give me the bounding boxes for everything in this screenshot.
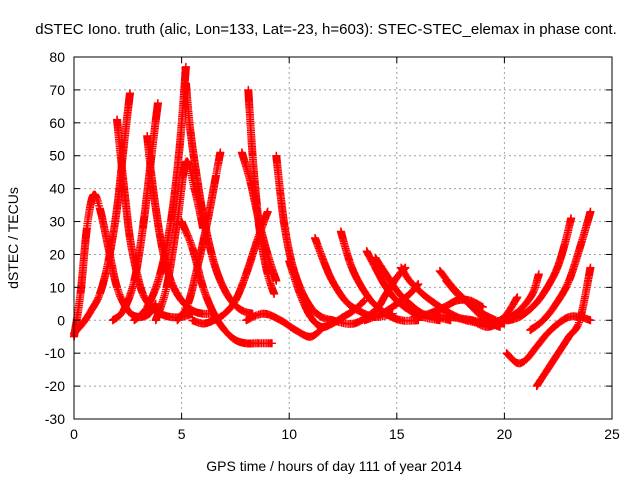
y-tick-label: -30: [45, 411, 65, 427]
series-trace: [505, 215, 575, 325]
series-arc-13: [237, 148, 281, 285]
series-arc-16: [242, 309, 328, 341]
y-tick-label: -10: [45, 345, 65, 361]
series-arc-4: [108, 99, 162, 325]
series-trace: [152, 157, 207, 324]
series-arc-10: [188, 207, 272, 328]
series-arc-32: [526, 207, 595, 335]
series-arc-31: [532, 263, 595, 391]
y-axis-title: dSTEC / TECUs: [5, 187, 21, 289]
plot-frame: [73, 56, 613, 420]
y-tick-label: 10: [49, 279, 65, 295]
series-trace: [361, 280, 422, 324]
x-tick-label: 15: [389, 426, 405, 442]
series-arc-8: [151, 157, 208, 325]
x-tick-label: 0: [70, 426, 78, 442]
series-arc-23: [360, 280, 423, 325]
y-tick-label: 20: [49, 246, 65, 262]
y-tick-label: 30: [49, 214, 65, 230]
y-tick-label: 80: [49, 49, 65, 65]
y-tick-label: 70: [49, 82, 65, 98]
series-trace: [177, 218, 276, 348]
series-trace: [243, 309, 327, 341]
y-tick-label: 50: [49, 148, 65, 164]
series-trace: [533, 264, 595, 390]
grid-layer: [74, 57, 612, 419]
x-tick-label: 10: [281, 426, 297, 442]
x-tick-label: 5: [178, 426, 186, 442]
chart-title: dSTEC Iono. truth (alic, Lon=133, Lat=-2…: [35, 21, 617, 38]
marks-layer: [70, 62, 595, 391]
series-trace: [238, 149, 280, 284]
y-tick-label: 40: [49, 181, 65, 197]
y-tick-label: -20: [45, 378, 65, 394]
series-arc-20: [371, 253, 455, 325]
ticks-layer: 0 5 10 15 20 25 -30 -20 -10 0 10 20 30 40 50 60 70 80: [45, 49, 620, 442]
series-arc-11: [177, 217, 276, 348]
x-tick-label: 25: [604, 426, 620, 442]
series-arc-26: [442, 276, 509, 328]
series-trace: [526, 208, 595, 334]
y-tick-label: 0: [57, 312, 65, 328]
x-axis-title: GPS time / hours of day 111 of year 2014: [206, 458, 462, 474]
series-arc-2: [70, 89, 134, 338]
y-tick-label: 60: [49, 115, 65, 131]
x-tick-label: 20: [497, 426, 513, 442]
series-arc-29: [504, 214, 576, 325]
